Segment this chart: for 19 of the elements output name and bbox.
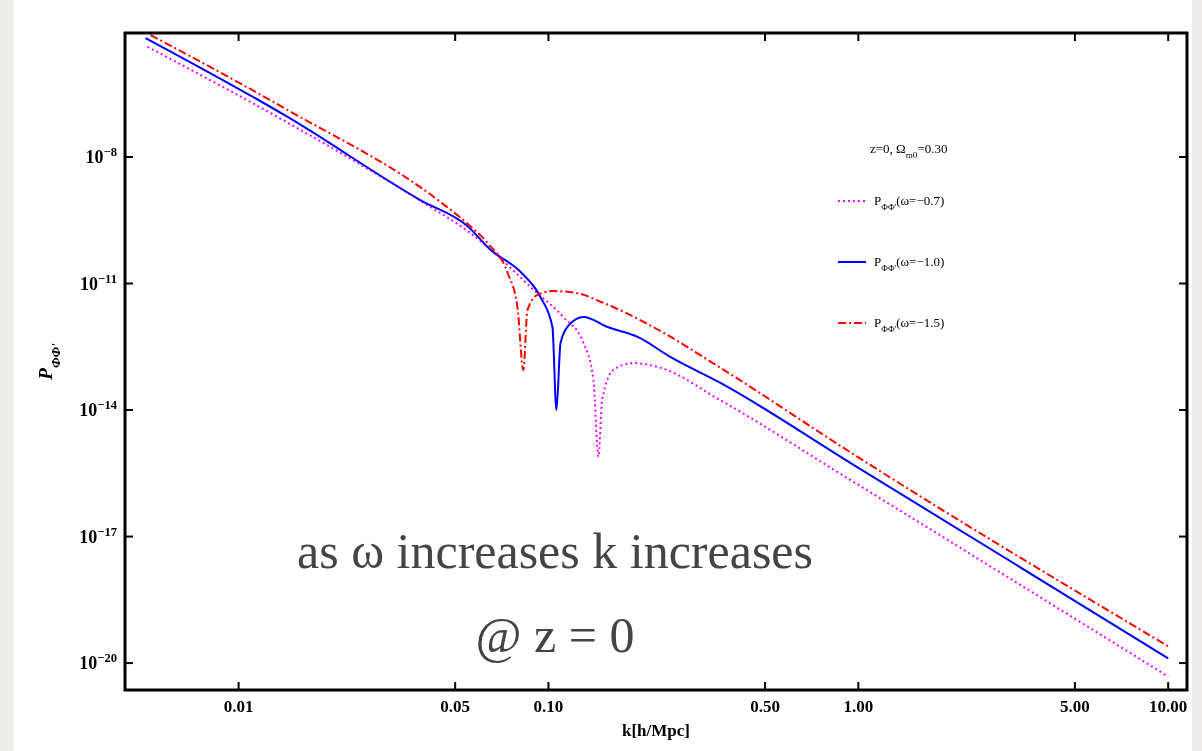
annotation: as ω increases k increases: [296, 523, 814, 579]
x-tick-label: 0.50: [750, 697, 780, 716]
legend-label: P$_{ΦΦ'}$(ω=−0.7): [874, 193, 945, 212]
legend-title: z=0, Ω$_{m0}$=0.30: [870, 141, 948, 160]
legend-label: P$_{ΦΦ'}$(ω=−1.0): [874, 254, 945, 273]
y-tick-label: 10$^{−17}$: [79, 524, 117, 547]
x-tick-label: 10.00: [1149, 697, 1188, 716]
y-tick-label: 10$^{−20}$: [79, 651, 117, 674]
x-tick-label: 0.10: [533, 697, 564, 716]
x-tick-label: 5.00: [1060, 697, 1090, 716]
x-axis-title: k[h/Mpc]: [622, 721, 690, 740]
annotation: @ z = 0: [475, 607, 635, 663]
x-tick-label: 1.00: [843, 697, 874, 716]
y-tick-label: 10$^{−11}$: [79, 271, 117, 294]
x-tick-label: 0.05: [440, 697, 471, 716]
y-tick-label: 10$^{−14}$: [79, 398, 118, 421]
y-tick-label: 10$^{−8}$: [85, 144, 117, 167]
x-tick-label: 0.01: [223, 697, 254, 716]
legend-label: P$_{ΦΦ'}$(ω=−1.5): [874, 315, 945, 334]
